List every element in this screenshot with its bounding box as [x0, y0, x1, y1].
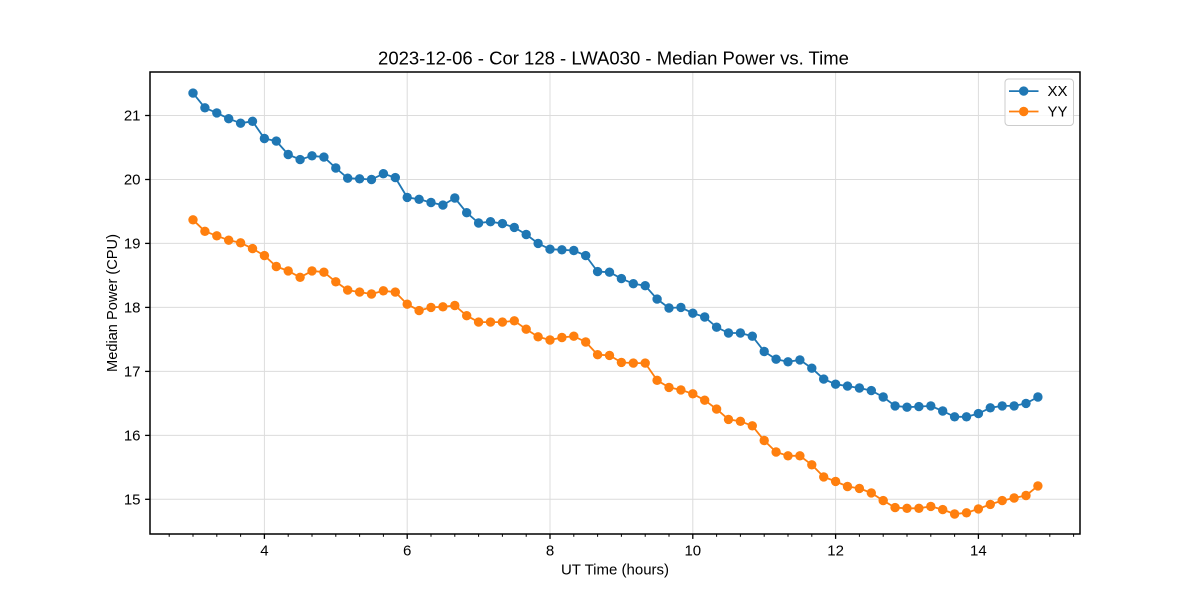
- svg-text:17: 17: [124, 364, 141, 381]
- svg-text:UT Time (hours): UT Time (hours): [561, 562, 669, 579]
- svg-text:19: 19: [124, 236, 141, 253]
- svg-text:XX: XX: [1048, 83, 1068, 100]
- svg-text:14: 14: [970, 543, 987, 560]
- svg-text:15: 15: [124, 492, 141, 509]
- svg-text:2023-12-06 - Cor 128 - LWA030: 2023-12-06 - Cor 128 - LWA030 - Median P…: [378, 48, 849, 69]
- svg-text:18: 18: [124, 300, 141, 317]
- svg-text:YY: YY: [1048, 103, 1068, 120]
- svg-text:6: 6: [403, 543, 411, 560]
- svg-text:4: 4: [260, 543, 268, 560]
- svg-text:8: 8: [546, 543, 554, 560]
- svg-text:10: 10: [684, 543, 701, 560]
- svg-text:12: 12: [827, 543, 844, 560]
- svg-text:20: 20: [124, 172, 141, 189]
- svg-text:Median Power (CPU): Median Power (CPU): [105, 234, 121, 372]
- svg-text:16: 16: [124, 428, 141, 445]
- svg-text:21: 21: [124, 108, 141, 125]
